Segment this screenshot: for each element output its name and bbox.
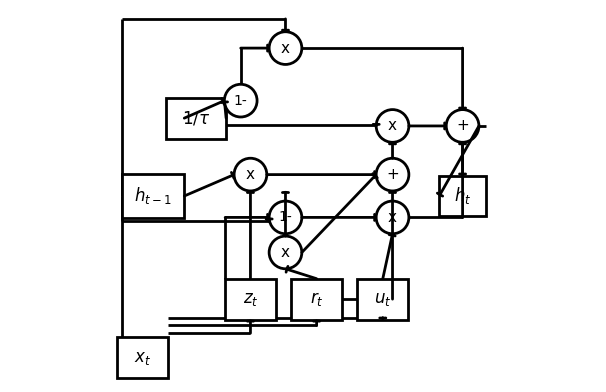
Circle shape [234, 158, 267, 191]
Text: $1/\tau$: $1/\tau$ [182, 109, 210, 127]
Text: +: + [456, 118, 469, 133]
Text: $z_t$: $z_t$ [242, 290, 258, 308]
Text: $x_t$: $x_t$ [134, 348, 152, 367]
Circle shape [376, 158, 409, 191]
Bar [118, 337, 168, 378]
Bar [166, 98, 226, 139]
Circle shape [269, 201, 302, 234]
Circle shape [269, 32, 302, 64]
Text: x: x [281, 245, 290, 260]
Text: $u_t$: $u_t$ [374, 290, 391, 308]
Text: x: x [281, 41, 290, 56]
Text: $h_t$: $h_t$ [454, 185, 471, 207]
Circle shape [446, 110, 479, 142]
Bar [439, 176, 486, 216]
Bar [225, 279, 276, 319]
Bar [358, 279, 408, 319]
Text: $h_{t-1}$: $h_{t-1}$ [135, 185, 172, 207]
Text: +: + [386, 167, 399, 182]
Circle shape [224, 84, 257, 117]
Circle shape [376, 110, 409, 142]
Circle shape [269, 236, 302, 269]
Bar [291, 279, 342, 319]
Text: x: x [388, 118, 397, 133]
Text: x: x [388, 210, 397, 225]
Circle shape [376, 201, 409, 234]
Bar [122, 174, 184, 218]
Text: 1-: 1- [234, 94, 248, 108]
Text: x: x [246, 167, 255, 182]
Text: 1-: 1- [279, 211, 292, 224]
Text: $r_t$: $r_t$ [310, 290, 324, 308]
